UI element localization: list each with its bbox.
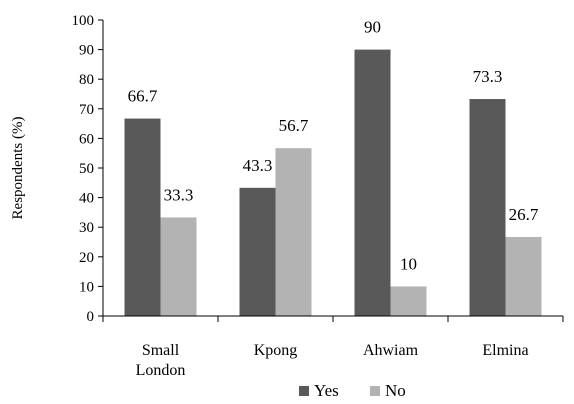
bars [124, 49, 542, 317]
y-tick-label: 100 [72, 13, 95, 29]
data-label: 26.7 [509, 205, 539, 224]
axes [102, 20, 564, 322]
category-label: London [136, 362, 186, 379]
category-label: Elmina [482, 342, 528, 359]
legend-label: Yes [314, 381, 339, 400]
y-tick-label: 70 [79, 102, 94, 118]
data-label: 56.7 [279, 116, 309, 135]
bar-yes [469, 99, 506, 316]
data-label: 33.3 [164, 185, 194, 204]
y-tick-label: 0 [87, 309, 95, 325]
bar-no [505, 236, 542, 316]
category-label: Kpong [254, 342, 298, 359]
x-axis-labels: Small London Kpong Ahwiam Elmina [136, 342, 529, 379]
data-label: 73.3 [473, 67, 503, 86]
y-axis-ticks: 0 10 20 30 40 50 60 70 80 90 100 [72, 13, 103, 325]
bar-yes [354, 49, 391, 316]
data-label: 90 [364, 18, 381, 37]
y-tick-label: 10 [79, 279, 94, 295]
value-labels: 66.7 33.3 43.3 56.7 90 10 73.3 26.7 [128, 18, 539, 274]
data-label: 66.7 [128, 87, 158, 106]
y-tick-label: 80 [79, 72, 94, 88]
legend-swatch-no [370, 386, 380, 396]
category-label: Ahwiam [363, 342, 419, 359]
bar-yes [124, 118, 161, 317]
bar-no [275, 148, 312, 316]
y-tick-label: 60 [79, 131, 94, 147]
legend-swatch-yes [299, 386, 309, 396]
bar-yes [239, 187, 276, 316]
bar-no [390, 286, 427, 316]
y-tick-label: 20 [79, 250, 94, 266]
y-tick-label: 30 [79, 220, 94, 236]
y-tick-label: 40 [79, 191, 94, 207]
bar-no [160, 217, 197, 316]
legend: Yes No [299, 381, 406, 400]
data-label: 10 [400, 254, 417, 273]
y-axis-label: Respondents (%) [10, 117, 26, 220]
legend-label: No [385, 381, 406, 400]
category-label: Small [142, 342, 180, 359]
data-label: 43.3 [243, 156, 273, 175]
y-tick-label: 90 [79, 43, 94, 59]
y-tick-label: 50 [79, 161, 94, 177]
